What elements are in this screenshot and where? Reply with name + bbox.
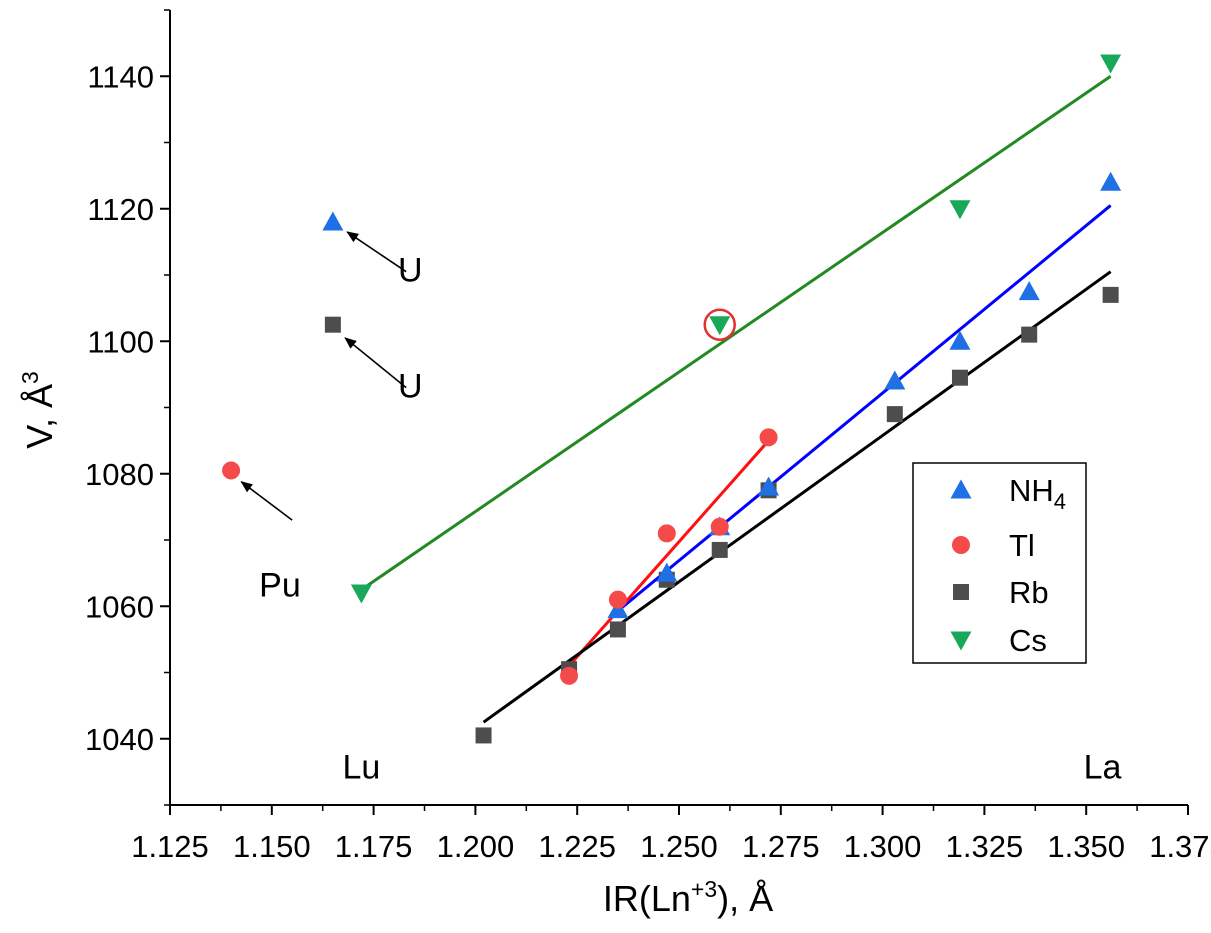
x-tick-label-9: 1.350 [1047,829,1125,864]
corner-label-la: La [1084,749,1122,787]
legend: NH4 Tl Rb Cs [912,462,1087,664]
point-nh4-7 [1018,281,1040,301]
axis-ticks: 1.125 1.150 1.175 1.200 1.225 1.250 1.275 1.300… [85,9,1211,864]
annotation-arrow-1 [344,337,407,389]
point-cs-2 [949,200,971,220]
point-rb-0 [324,316,341,333]
x-tick-label-5: 1.250 [640,829,718,864]
point-rb-1 [475,727,492,744]
point-cs-3 [1100,54,1122,74]
legend-label-nh4: NH4 [1009,473,1066,514]
legend-label-cs: Cs [1009,623,1047,658]
x-tick-label-0: 1.125 [131,829,209,864]
fit-line-tl [567,439,770,667]
point-rb-5 [711,541,728,558]
point-tl-5 [759,428,778,447]
legend-marker-nh4 [950,479,972,499]
x-tick-label-7: 1.300 [844,829,922,864]
point-nh4-8 [1100,171,1122,191]
x-tick-label-1: 1.150 [233,829,311,864]
point-tl-1 [560,666,579,685]
annotation-arrow-2 [240,481,293,521]
data-points [222,54,1122,744]
annotation-label-u: U [398,252,423,290]
annotation-arrow-0 [346,231,407,273]
annotation-label-pu: Pu [259,566,301,604]
point-rb-7 [886,406,903,423]
x-tick-label-6: 1.275 [742,829,820,864]
point-rb-9 [1021,326,1038,343]
fit-line-cs [360,75,1112,591]
y-tick-label-3: 1100 [87,324,154,359]
fit-line-nh4 [616,204,1112,613]
point-tl-0 [222,461,241,480]
fit-line-rb [482,270,1112,724]
legend-marker-rb [953,584,969,600]
legend-marker-cs [950,631,972,651]
y-tick-label-5: 1140 [87,59,154,94]
annotation-label-u: U [398,368,423,406]
y-tick-label-0: 1040 [85,722,154,757]
x-axis-title: IR(Ln+3), Å [603,876,773,919]
point-nh4-0 [322,211,344,231]
annotations: U U Pu Lu La [240,231,1122,787]
point-cs-0 [350,584,372,604]
legend-marker-tl [952,536,970,554]
point-tl-4 [710,517,729,536]
point-cs-1 [709,316,731,336]
point-tl-3 [657,524,676,543]
legend-label-tl: Tl [1009,528,1035,563]
x-tick-label-3: 1.200 [437,829,515,864]
point-nh4-2 [656,562,678,582]
point-nh4-6 [949,330,971,350]
x-tick-label-10: 1.375 [1149,829,1211,864]
point-rb-8 [951,369,968,386]
y-tick-label-4: 1120 [87,192,154,227]
y-tick-label-2: 1080 [85,457,154,492]
y-tick-label-1: 1060 [85,589,154,624]
highlight-circle [703,308,736,341]
fit-lines [360,75,1112,724]
x-tick-label-8: 1.325 [946,829,1024,864]
point-nh4-5 [884,370,906,390]
legend-label-rb: Rb [1009,575,1049,610]
point-tl-2 [608,590,627,609]
y-axis-title: V, Å3 [17,371,60,449]
point-nh4-4 [758,476,780,496]
legend-box [912,462,1087,664]
x-tick-label-2: 1.175 [335,829,413,864]
x-tick-label-4: 1.225 [538,829,616,864]
corner-label-lu: Lu [342,749,380,787]
point-rb-10 [1102,286,1119,303]
point-rb-3 [609,621,626,638]
